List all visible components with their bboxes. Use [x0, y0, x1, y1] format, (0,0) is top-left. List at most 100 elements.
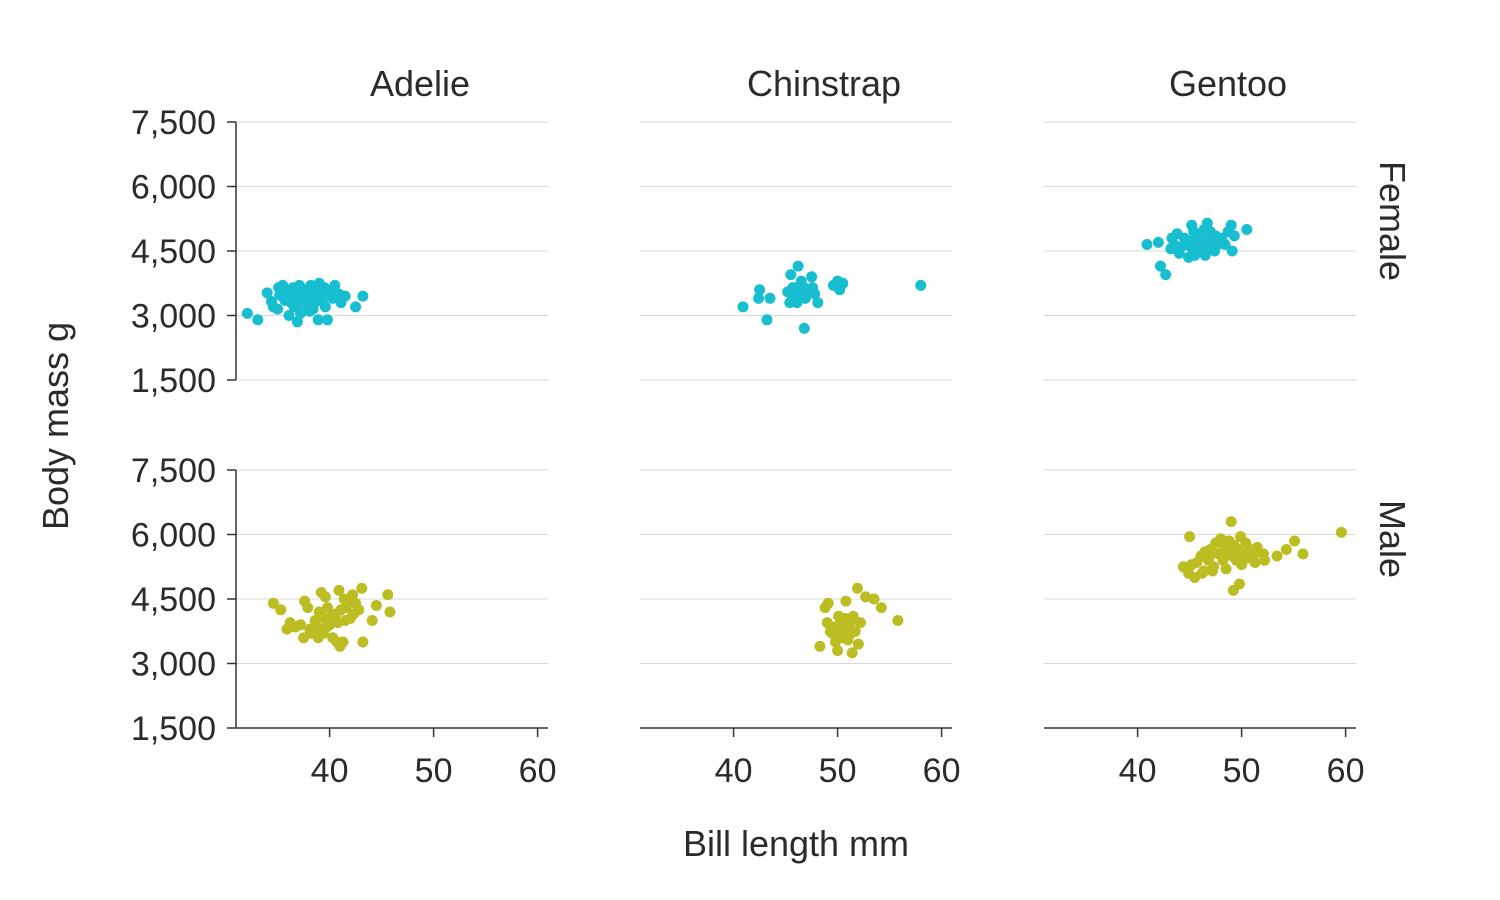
- y-tick-label: 1,500: [131, 362, 216, 400]
- y-tick-label: 3,000: [131, 298, 216, 336]
- data-point: [1175, 241, 1187, 253]
- data-point: [302, 602, 314, 614]
- data-point: [847, 610, 859, 622]
- data-point: [1219, 239, 1231, 250]
- x-tick-label: 50: [1223, 752, 1261, 790]
- y-axis-title: Body mass g: [35, 322, 76, 530]
- y-tick-label: 6,000: [131, 169, 216, 207]
- grid-layer: [236, 121, 1356, 729]
- data-point: [754, 284, 766, 296]
- data-point: [1215, 533, 1227, 545]
- data-point: [822, 597, 834, 609]
- data-point: [761, 314, 773, 326]
- data-point: [840, 595, 852, 607]
- data-point: [809, 288, 821, 300]
- facet-label-adelie: Adelie: [370, 63, 470, 104]
- facet-label-female: Female: [1372, 161, 1413, 281]
- data-point: [1207, 565, 1218, 577]
- data-point: [1335, 526, 1347, 538]
- y-tick-label: 3,000: [131, 646, 216, 684]
- data-point: [753, 292, 765, 304]
- x-tick-label: 40: [1119, 752, 1157, 790]
- data-point: [1259, 554, 1270, 566]
- data-point: [252, 314, 264, 326]
- data-point: [291, 316, 303, 328]
- data-point: [295, 307, 306, 319]
- data-point: [357, 636, 369, 648]
- data-point: [860, 591, 872, 603]
- data-point: [1225, 219, 1237, 231]
- data-point: [1271, 550, 1283, 562]
- x-axis-title: Bill length mm: [683, 823, 909, 864]
- data-point: [875, 602, 887, 614]
- x-tick-label: 40: [311, 752, 349, 790]
- data-point: [1289, 535, 1301, 547]
- data-point: [295, 619, 306, 631]
- data-point: [329, 279, 341, 291]
- data-point: [347, 589, 358, 601]
- data-point: [261, 287, 273, 299]
- data-point: [764, 292, 776, 304]
- data-point: [356, 582, 368, 594]
- points-layer: [241, 217, 1347, 659]
- axes-layer: [227, 121, 1356, 737]
- data-point: [852, 638, 864, 650]
- data-point: [357, 290, 369, 302]
- data-point: [1220, 563, 1232, 575]
- data-point: [798, 322, 810, 334]
- data-point: [832, 645, 844, 657]
- data-point: [322, 602, 333, 614]
- y-tick-label: 1,500: [131, 710, 216, 748]
- data-point: [814, 640, 826, 652]
- data-point: [1227, 584, 1239, 596]
- data-point: [350, 301, 362, 313]
- data-point: [1241, 224, 1253, 235]
- data-point: [837, 277, 849, 289]
- data-point: [322, 314, 333, 326]
- y-tick-label: 6,000: [131, 517, 216, 555]
- facet-label-male: Male: [1372, 500, 1413, 578]
- data-point: [792, 260, 804, 272]
- data-point: [1203, 550, 1215, 562]
- data-point: [273, 282, 285, 294]
- data-point: [338, 593, 350, 605]
- data-point: [1297, 548, 1309, 560]
- x-tick-label: 60: [923, 752, 961, 790]
- data-point: [915, 279, 927, 291]
- data-point: [1280, 544, 1292, 555]
- data-point: [1160, 269, 1172, 281]
- data-point: [868, 593, 880, 605]
- data-point: [1249, 557, 1261, 568]
- y-tick-label: 4,500: [131, 233, 216, 271]
- data-point: [298, 632, 310, 644]
- data-point: [737, 301, 749, 313]
- data-point: [307, 303, 319, 315]
- data-point: [1184, 236, 1196, 248]
- y-tick-label: 7,500: [131, 104, 216, 142]
- x-tick-label: 40: [715, 752, 753, 790]
- data-point: [1199, 249, 1211, 261]
- data-point: [785, 269, 797, 281]
- data-point: [1141, 239, 1153, 250]
- data-point: [846, 647, 858, 659]
- labels-layer: 1,500 3,000 4,500 6,000 7,500 1,500 3,000 4,500…: [131, 63, 1413, 790]
- data-point: [1152, 236, 1164, 248]
- data-point: [275, 604, 287, 616]
- data-point: [312, 314, 324, 326]
- data-point: [366, 615, 378, 626]
- data-point: [267, 597, 279, 609]
- facet-label-gentoo: Gentoo: [1169, 63, 1287, 104]
- data-point: [1184, 531, 1196, 543]
- x-tick-label: 60: [519, 752, 557, 790]
- facet-label-chinstrap: Chinstrap: [747, 63, 901, 104]
- data-point: [384, 606, 396, 618]
- data-point: [283, 310, 295, 321]
- data-point: [333, 584, 345, 596]
- data-point: [849, 625, 861, 637]
- data-point: [806, 271, 818, 283]
- data-point: [241, 307, 253, 319]
- data-point: [339, 290, 351, 302]
- data-point: [353, 604, 365, 616]
- data-point: [1228, 230, 1240, 242]
